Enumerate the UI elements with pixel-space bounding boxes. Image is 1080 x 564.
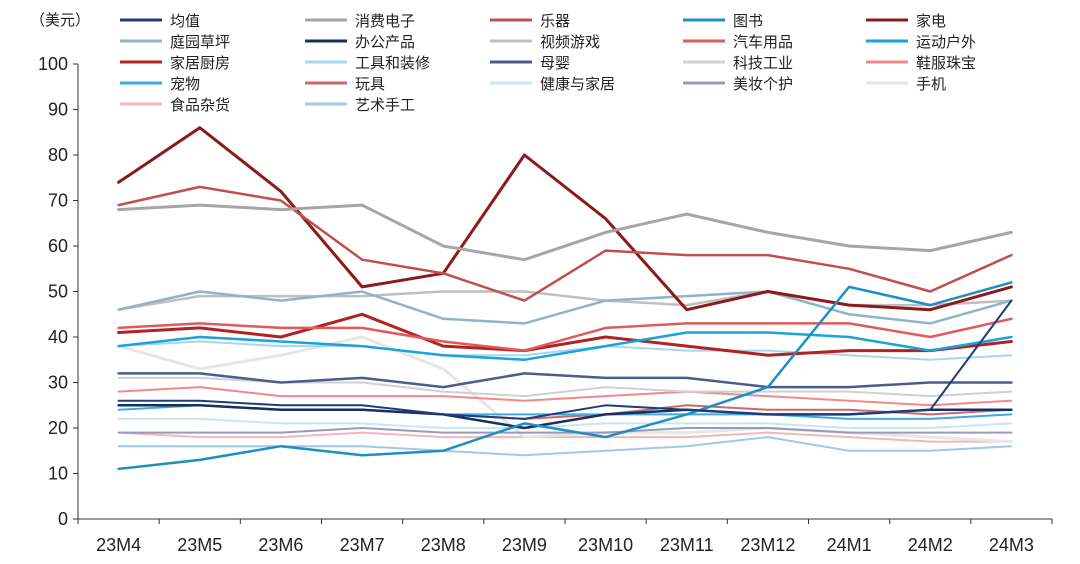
legend-label: 图书: [733, 12, 763, 30]
series-line-12: [117, 340, 1013, 361]
x-tick-label: 23M6: [258, 535, 303, 555]
legend-label: 庭园草坪: [170, 33, 230, 51]
legend-label: 鞋服珠宝: [916, 54, 976, 72]
series-line-6: [117, 290, 1013, 325]
x-axis-ticks: 23M4 23M5 23M6 23M7 23M8 23M9 23M10 23M11 23M12 2…: [77, 519, 1053, 555]
series-line-15: [117, 386, 1013, 407]
legend-label: 视频游戏: [540, 33, 600, 51]
y-tick-label: 50: [48, 282, 68, 302]
series-line-22: [117, 436, 1013, 457]
series-line-1: [117, 299, 1013, 420]
y-tick-label: 80: [48, 145, 68, 165]
y-tick-label: 0: [58, 509, 68, 529]
series-line-11: [117, 312, 1013, 357]
legend-label: 工具和装修: [355, 54, 430, 72]
legend-label: 乐器: [540, 12, 570, 30]
legend-label: 艺术手工: [355, 96, 415, 114]
legend-label: 科技工业: [733, 54, 793, 72]
legend-label: 办公产品: [355, 33, 415, 51]
plot-area: [117, 126, 1013, 471]
legend-label: 汽车用品: [733, 33, 793, 51]
legend-label: 美妆个护: [733, 75, 793, 93]
legend-label: 家电: [916, 12, 946, 30]
legend-label: 均值: [170, 12, 200, 30]
y-tick-label: 30: [48, 373, 68, 393]
x-tick-label: 24M3: [989, 535, 1034, 555]
x-tick-label: 23M12: [740, 535, 795, 555]
y-tick-label: 10: [48, 464, 68, 484]
legend-label: 宠物: [170, 75, 200, 93]
legend-label: 食品杂货: [170, 96, 230, 114]
series-line-4: [117, 281, 1013, 471]
y-tick-label: 90: [48, 100, 68, 120]
y-tick-label: 70: [48, 191, 68, 211]
x-tick-label: 23M10: [578, 535, 633, 555]
series-line-2: [117, 203, 1013, 262]
x-tick-label: 23M9: [502, 535, 547, 555]
x-tick-label: 23M5: [177, 535, 222, 555]
series-line-9: [117, 317, 1013, 352]
series-line-3: [117, 185, 1013, 302]
legend-label: 家居厨房: [170, 54, 230, 72]
legend-label: 手机: [916, 75, 946, 93]
y-axis-ticks: 0 10 20 30 40 50 60 70 80 90 100: [38, 54, 78, 529]
x-tick-label: 24M1: [827, 535, 872, 555]
legend-label: 母婴: [540, 54, 570, 72]
series-line-5: [117, 126, 1013, 312]
legend-label: 健康与家居: [540, 75, 615, 93]
series-line-19: [117, 427, 1013, 434]
x-tick-label: 23M7: [340, 535, 385, 555]
x-tick-label: 24M2: [908, 535, 953, 555]
x-tick-label: 23M4: [96, 535, 141, 555]
y-tick-label: 40: [48, 327, 68, 347]
legend-label: 运动户外: [916, 33, 976, 51]
legend-label: 消费电子: [355, 12, 415, 30]
y-axis-unit: （美元）: [30, 11, 90, 29]
series-line-21: [117, 431, 1013, 443]
series-line-10: [117, 331, 1013, 362]
series-line-13: [117, 372, 1013, 389]
y-tick-label: 20: [48, 418, 68, 438]
y-tick-label: 60: [48, 236, 68, 256]
series-line-18: [117, 417, 1013, 429]
x-tick-label: 23M8: [421, 535, 466, 555]
legend-label: 玩具: [355, 75, 385, 93]
x-tick-label: 23M11: [660, 535, 714, 555]
y-tick-label: 100: [38, 54, 68, 74]
